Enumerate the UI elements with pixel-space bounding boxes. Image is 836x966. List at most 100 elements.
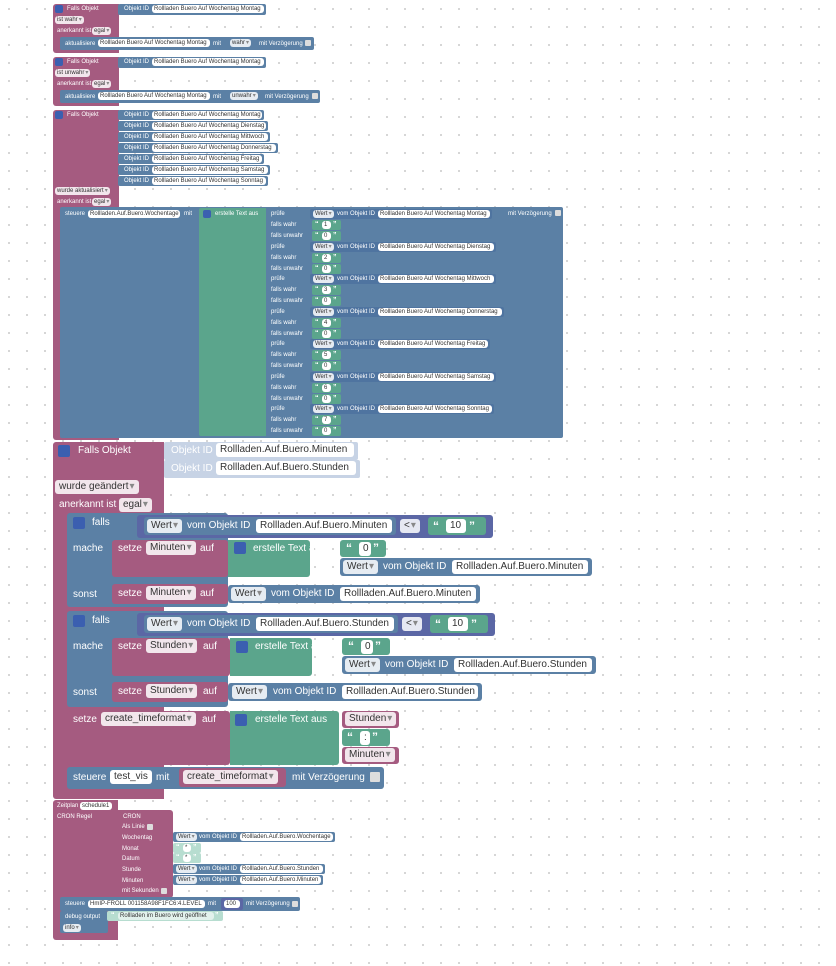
datum-field[interactable]: * bbox=[183, 854, 191, 862]
gear-icon[interactable] bbox=[55, 5, 63, 13]
objekt-id-field[interactable]: Rollladen.Auf.Buero.Stunden bbox=[240, 865, 323, 873]
text-field[interactable]: 0 bbox=[322, 265, 331, 273]
wert-dropdown[interactable]: Wert▾ bbox=[313, 340, 334, 348]
cron-block[interactable] bbox=[118, 810, 173, 898]
trigger-type-dropdown[interactable]: wurde aktualisiert▾ bbox=[55, 187, 110, 195]
level-field[interactable]: 100 bbox=[224, 900, 240, 908]
objekt-id-field[interactable]: Rollladen Buero Auf Wochentag Freitag bbox=[152, 155, 262, 163]
egal-dropdown[interactable]: egal▾ bbox=[92, 80, 112, 88]
egal-dropdown[interactable]: egal▾ bbox=[92, 198, 112, 206]
wert-dropdown[interactable]: Wert▾ bbox=[313, 275, 334, 283]
objekt-id-field[interactable]: test_vis bbox=[110, 770, 152, 784]
text-field[interactable]: 10 bbox=[448, 617, 468, 631]
wert-dropdown[interactable]: Wert▾ bbox=[343, 560, 378, 574]
gear-icon[interactable] bbox=[58, 445, 70, 457]
wert-dropdown[interactable]: Wert▾ bbox=[147, 617, 182, 631]
ist-dropdown[interactable]: ist wahr▾ bbox=[55, 16, 84, 24]
schedule-name-field[interactable]: schedule1 bbox=[80, 802, 112, 810]
egal-dropdown[interactable]: egal▾ bbox=[119, 498, 152, 512]
objekt-id-field[interactable]: Rollladen Buero Auf Wochentag Samstag bbox=[152, 166, 268, 174]
unwahr-dropdown[interactable]: unwahr▾ bbox=[230, 92, 258, 100]
mit-sekunden-checkbox[interactable] bbox=[161, 888, 167, 894]
variable-dropdown[interactable]: Minuten▾ bbox=[146, 541, 196, 555]
objekt-id-field[interactable]: Rollladen Buero Auf Wochentag Montag bbox=[152, 111, 262, 119]
verzoegerung-checkbox[interactable] bbox=[555, 210, 561, 216]
wert-dropdown[interactable]: Wert▾ bbox=[313, 210, 334, 218]
verzoegerung-checkbox[interactable] bbox=[292, 901, 298, 907]
objekt-id-field[interactable]: Rollladen Buero Auf Wochentag Freitag bbox=[378, 340, 488, 348]
verzoegerung-checkbox[interactable] bbox=[312, 93, 318, 99]
erstelle-text-block[interactable] bbox=[230, 711, 339, 765]
text-field[interactable]: 2 bbox=[322, 254, 331, 262]
gear-icon[interactable] bbox=[55, 111, 63, 119]
text-field[interactable]: 4 bbox=[322, 319, 331, 327]
variable-dropdown[interactable]: create_timeformat▾ bbox=[101, 712, 196, 726]
gear-icon[interactable] bbox=[73, 615, 85, 627]
objekt-id-field[interactable]: Rollladen.Auf.Buero.Stunden bbox=[256, 617, 394, 631]
objekt-id-field[interactable]: Rollladen.Auf.Buero.Minuten bbox=[240, 876, 321, 884]
objekt-id-field[interactable]: Rollladen Buero Auf Wochentag Samstag bbox=[378, 373, 494, 381]
wert-dropdown[interactable]: Wert▾ bbox=[176, 865, 197, 873]
egal-dropdown[interactable]: egal▾ bbox=[92, 27, 112, 35]
objekt-id-field[interactable]: Rollladen.Auf.Buero.Stunden bbox=[454, 658, 592, 672]
operator-dropdown[interactable]: <▾ bbox=[402, 617, 422, 631]
objekt-id-field[interactable]: Rollladen.Auf.Buero.Wochentage bbox=[88, 210, 180, 218]
objekt-id-field[interactable]: Rollladen.Auf.Buero.Stunden bbox=[342, 685, 478, 699]
log-level-dropdown[interactable]: info▾ bbox=[63, 924, 81, 932]
objekt-id-field[interactable]: Rollladen Buero Auf Wochentag Donnerstag bbox=[378, 308, 502, 316]
gear-icon[interactable] bbox=[55, 58, 63, 66]
text-field[interactable]: 3 bbox=[322, 286, 331, 294]
text-field[interactable]: 0 bbox=[361, 640, 373, 654]
wert-dropdown[interactable]: Wert▾ bbox=[313, 243, 334, 251]
variable-dropdown[interactable]: Stunden▾ bbox=[345, 712, 397, 726]
verzoegerung-checkbox[interactable] bbox=[370, 772, 380, 782]
wert-dropdown[interactable]: Wert▾ bbox=[345, 658, 380, 672]
objekt-id-field[interactable]: Rollladen.Auf.Buero.Minuten bbox=[216, 443, 354, 457]
text-field[interactable]: 0 bbox=[322, 395, 331, 403]
wert-dropdown[interactable]: Wert▾ bbox=[147, 519, 182, 533]
debug-text-field[interactable]: Rollladen im Buero wird geöffnet bbox=[118, 912, 214, 920]
ist-dropdown[interactable]: ist unwahr▾ bbox=[55, 69, 91, 77]
trigger-type-dropdown[interactable]: wurde geändert▾ bbox=[55, 480, 139, 494]
als-linie-checkbox[interactable] bbox=[147, 824, 153, 830]
objekt-id-field[interactable]: Rollladen Buero Auf Wochentag Montag bbox=[152, 5, 264, 13]
operator-dropdown[interactable]: <▾ bbox=[400, 519, 420, 533]
monat-field[interactable]: * bbox=[183, 844, 191, 852]
wert-dropdown[interactable]: Wert▾ bbox=[231, 587, 266, 601]
gear-icon[interactable] bbox=[235, 714, 247, 726]
gear-icon[interactable] bbox=[236, 641, 248, 653]
text-field[interactable]: : bbox=[360, 731, 370, 745]
variable-dropdown[interactable]: Minuten▾ bbox=[345, 748, 395, 762]
variable-dropdown[interactable]: Minuten▾ bbox=[146, 586, 196, 600]
wahr-dropdown[interactable]: wahr▾ bbox=[230, 39, 252, 47]
objekt-id-field[interactable]: Rollladen.Auf.Buero.Minuten bbox=[256, 519, 392, 533]
objekt-id-field[interactable]: Rollladen Buero Auf Wochentag Dienstag bbox=[152, 122, 266, 130]
gear-icon[interactable] bbox=[73, 517, 85, 529]
objekt-id-field[interactable]: Rollladen.Auf.Buero.Minuten bbox=[452, 560, 588, 574]
objekt-id-field[interactable]: HmIP-FROLL 001158A98F1FC6:4.LEVEL bbox=[88, 900, 205, 908]
objekt-id-field[interactable]: Rollladen Buero Auf Wochentag Sonntag bbox=[378, 405, 492, 413]
wert-dropdown[interactable]: Wert▾ bbox=[313, 373, 334, 381]
text-field[interactable]: 5 bbox=[322, 351, 331, 359]
wert-dropdown[interactable]: Wert▾ bbox=[313, 405, 334, 413]
wert-dropdown[interactable]: Wert▾ bbox=[232, 685, 267, 699]
objekt-id-field[interactable]: Rollladen.Auf.Buero.Wochentage bbox=[240, 833, 333, 841]
text-field[interactable]: 0 bbox=[322, 427, 331, 435]
gear-icon[interactable] bbox=[234, 542, 246, 554]
text-field[interactable]: 6 bbox=[322, 384, 331, 392]
objekt-id-field[interactable]: Rollladen Buero Auf Wochentag Montag bbox=[152, 58, 264, 66]
verzoegerung-checkbox[interactable] bbox=[305, 40, 311, 46]
text-field[interactable]: 10 bbox=[446, 519, 466, 533]
gear-icon[interactable] bbox=[203, 210, 211, 218]
objekt-id-field[interactable]: Rollladen.Auf.Buero.Stunden bbox=[216, 461, 356, 475]
objekt-id-field[interactable]: Rollladen.Auf.Buero.Minuten bbox=[340, 587, 476, 601]
text-field[interactable]: 0 bbox=[322, 232, 331, 240]
objekt-id-field[interactable]: Rollladen Buero Auf Wochentag Montag bbox=[378, 210, 490, 218]
variable-dropdown[interactable]: Stunden▾ bbox=[146, 684, 198, 698]
variable-dropdown[interactable]: create_timeformat▾ bbox=[183, 770, 278, 784]
objekt-id-field[interactable]: Rollladen Buero Auf Wochentag Montag bbox=[98, 92, 210, 100]
text-field[interactable]: 0 bbox=[359, 542, 371, 556]
wert-dropdown[interactable]: Wert▾ bbox=[176, 876, 197, 884]
wert-dropdown[interactable]: Wert▾ bbox=[176, 833, 197, 841]
text-field[interactable]: 7 bbox=[322, 416, 331, 424]
